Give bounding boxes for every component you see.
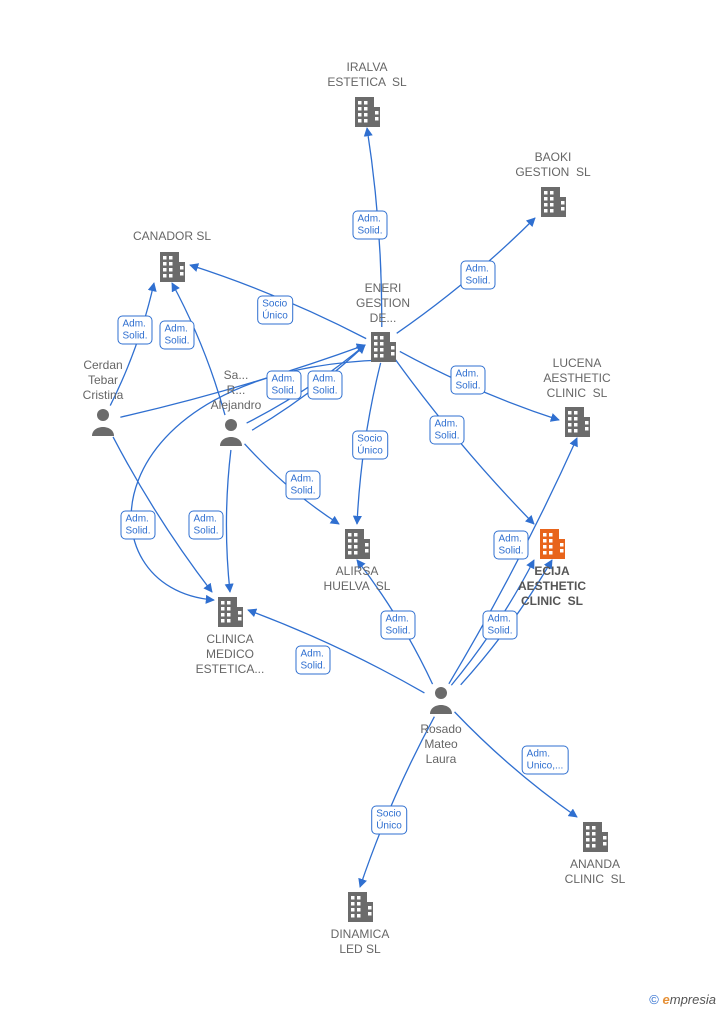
node-label: Cerdan Tebar Cristina — [83, 358, 124, 403]
company-icon — [348, 892, 373, 922]
company-icon — [160, 252, 185, 282]
company-icon — [583, 822, 608, 852]
node-label: ECIJA AESTHETIC CLINIC SL — [518, 564, 586, 609]
person-icon — [92, 409, 114, 436]
company-icon — [345, 529, 370, 559]
company-icon — [355, 97, 380, 127]
node-label: ANANDA CLINIC SL — [565, 857, 626, 887]
edge-label: Adm. Solid. — [295, 646, 330, 675]
person-icon — [220, 419, 242, 446]
person-icon — [430, 687, 452, 714]
node-label: CANADOR SL — [133, 229, 211, 244]
edge-label: Adm. Solid. — [266, 371, 301, 400]
edge-label: Socio Único — [371, 806, 407, 835]
edge-label: Adm. Solid. — [120, 511, 155, 540]
edge-label: Adm. Unico,... — [522, 746, 569, 775]
edge-label: Adm. Solid. — [429, 416, 464, 445]
edge-label: Adm. Solid. — [352, 211, 387, 240]
company-icon — [218, 597, 243, 627]
edge — [226, 450, 230, 592]
node-label: DINAMICA LED SL — [331, 927, 390, 957]
brand-rest: mpresia — [670, 992, 716, 1007]
brand-e: e — [663, 992, 670, 1007]
node-label: Sa... R... Alejandro — [211, 368, 262, 413]
edge-label: Adm. Solid. — [285, 471, 320, 500]
node-label: BAOKI GESTION SL — [515, 150, 590, 180]
node-label: ALIRSA HUELVA SL — [324, 564, 391, 594]
watermark: © empresia — [649, 992, 716, 1007]
edge-label: Socio Único — [352, 431, 388, 460]
edge-label: Adm. Solid. — [380, 611, 415, 640]
edge-label: Socio Único — [257, 296, 293, 325]
node-label: CLINICA MEDICO ESTETICA... — [196, 632, 265, 677]
edge-label: Adm. Solid. — [188, 511, 223, 540]
company-icon — [565, 407, 590, 437]
edge-label: Adm. Solid. — [482, 611, 517, 640]
edge-label: Adm. Solid. — [159, 321, 194, 350]
company-icon — [541, 187, 566, 217]
copyright-symbol: © — [649, 992, 659, 1007]
edge-label: Adm. Solid. — [117, 316, 152, 345]
node-label: IRALVA ESTETICA SL — [327, 60, 406, 90]
company-icon — [371, 332, 396, 362]
edge-label: Adm. Solid. — [493, 531, 528, 560]
edge — [449, 438, 577, 684]
company-icon — [540, 529, 565, 559]
edge — [247, 345, 365, 423]
edge-label: Adm. Solid. — [307, 371, 342, 400]
node-label: ENERI GESTION DE... — [356, 281, 410, 326]
edge-label: Adm. Solid. — [460, 261, 495, 290]
edge-label: Adm. Solid. — [450, 366, 485, 395]
node-label: LUCENA AESTHETIC CLINIC SL — [543, 356, 610, 401]
node-label: Rosado Mateo Laura — [420, 722, 461, 767]
